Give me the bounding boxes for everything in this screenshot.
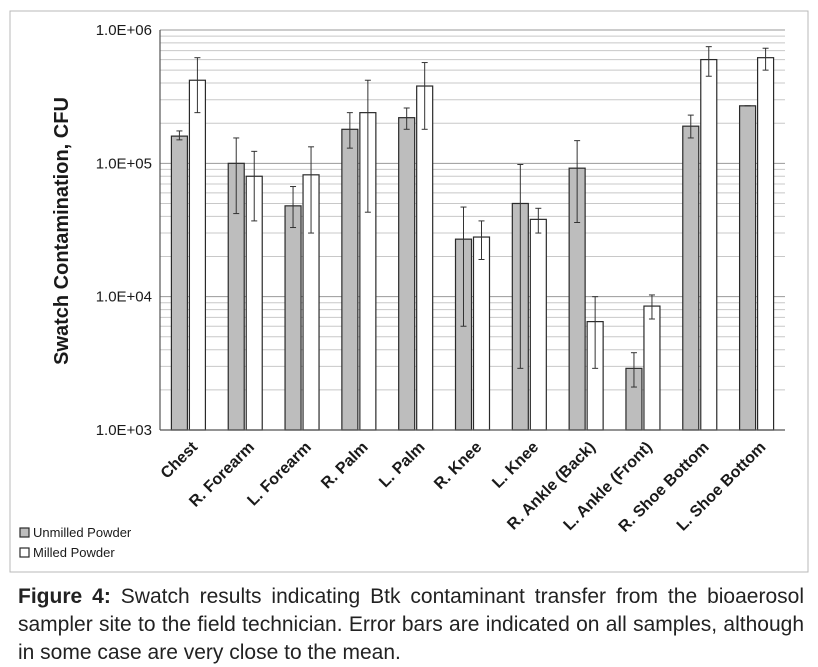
legend-label: Milled Powder [33, 545, 115, 560]
bar [756, 57, 775, 431]
y-tick-label: 1.0E+03 [96, 422, 152, 439]
axes [159, 30, 785, 431]
bar [472, 236, 491, 431]
legend-swatch [19, 527, 30, 538]
bar [738, 105, 757, 431]
bar [188, 79, 207, 431]
legend: Unmilled Powder Milled Powder [19, 525, 132, 560]
bar [341, 128, 359, 431]
bar [700, 58, 718, 431]
bar [643, 305, 661, 431]
figure-caption: Figure 4: Swatch results indicating Btk … [18, 583, 804, 667]
y-tick-label: 1.0E+05 [96, 155, 152, 172]
caption-text: Swatch results indicating Btk contaminan… [18, 585, 804, 664]
bar [284, 205, 302, 431]
bar [398, 117, 416, 431]
y-axis-label: Swatch Contamination, CFU [51, 97, 73, 365]
chart-container: 1.0E+03 1.0E+04 1.0E+05 1.0E+06 Chest R. Fore… [9, 10, 809, 573]
y-tick-label: 1.0E+04 [96, 289, 152, 306]
legend-label: Unmilled Powder [33, 525, 132, 540]
bar [416, 85, 434, 431]
legend-swatch [19, 547, 30, 558]
bar [682, 125, 700, 431]
caption-lead: Figure 4: [18, 585, 111, 608]
y-tick-label: 1.0E+06 [96, 22, 152, 39]
bar [170, 135, 189, 431]
bar [529, 218, 547, 431]
